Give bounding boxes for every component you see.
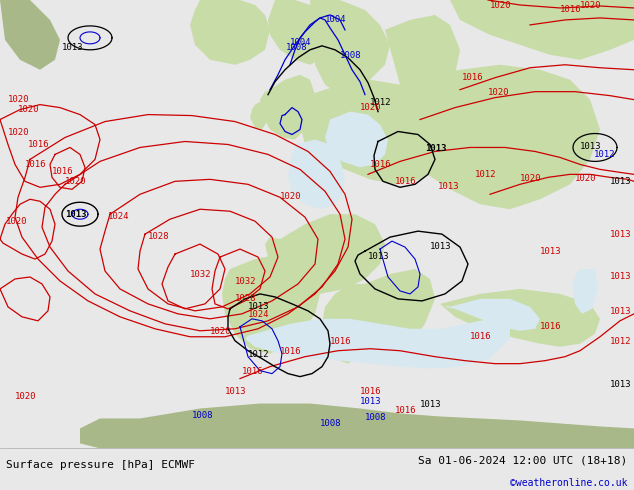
Text: 1020: 1020 [580,1,602,10]
Text: 1008: 1008 [192,412,214,420]
Polygon shape [325,112,388,168]
Text: 1013: 1013 [425,145,446,153]
Polygon shape [260,75,315,140]
Polygon shape [385,15,460,95]
Polygon shape [190,0,270,65]
Text: 1020: 1020 [360,102,382,112]
Polygon shape [265,214,385,294]
Text: 1013: 1013 [610,380,631,389]
Polygon shape [222,254,320,354]
Text: 1012: 1012 [248,350,269,359]
Polygon shape [268,0,335,65]
Text: 1016: 1016 [370,160,392,170]
Text: 1020: 1020 [490,1,512,10]
Polygon shape [288,140,345,209]
Text: 1028: 1028 [235,294,257,303]
Text: 1013: 1013 [540,247,562,256]
Text: 1020: 1020 [520,174,541,183]
Text: 1008: 1008 [320,419,342,428]
Text: 1024: 1024 [108,212,129,221]
Polygon shape [0,0,60,70]
Text: 1013: 1013 [62,43,84,52]
Text: 1020: 1020 [210,327,231,336]
Text: 1012: 1012 [594,150,616,159]
Text: 1013: 1013 [225,387,247,395]
Text: 1013: 1013 [610,177,631,186]
Text: 1013: 1013 [360,396,382,406]
Text: 1016: 1016 [28,141,49,149]
Text: 1016: 1016 [395,407,417,416]
Polygon shape [80,404,634,448]
Text: 1013: 1013 [610,307,631,316]
Text: 1013: 1013 [248,302,269,311]
Text: 1016: 1016 [280,347,302,356]
Text: 1004: 1004 [325,15,347,24]
Text: 1020: 1020 [65,177,86,186]
Text: 1008: 1008 [286,43,307,52]
Text: 1016: 1016 [25,160,46,170]
Polygon shape [300,80,460,184]
Text: 1016: 1016 [395,177,417,186]
Polygon shape [358,269,435,354]
Text: 1008: 1008 [365,414,387,422]
Text: 1013: 1013 [438,182,460,191]
Text: 1020: 1020 [280,192,302,201]
Text: Sa 01-06-2024 12:00 UTC (18+18): Sa 01-06-2024 12:00 UTC (18+18) [418,456,628,466]
Text: 1008: 1008 [340,51,361,60]
Polygon shape [572,269,598,314]
Text: 1032: 1032 [235,277,257,286]
Text: 1013: 1013 [610,272,631,281]
Text: 1016: 1016 [360,387,382,395]
Text: 1013: 1013 [420,399,441,409]
Text: Surface pressure [hPa] ECMWF: Surface pressure [hPa] ECMWF [6,460,195,470]
Text: 1013: 1013 [580,143,602,151]
Text: 1016: 1016 [330,337,351,346]
Text: 1032: 1032 [190,270,212,279]
Text: 1013: 1013 [610,230,631,239]
Polygon shape [245,319,510,368]
Text: 1016: 1016 [462,73,484,82]
Text: 1020: 1020 [575,174,597,183]
Polygon shape [310,0,390,95]
Text: 1004: 1004 [290,38,311,47]
Text: 1020: 1020 [488,88,510,97]
Text: 1016: 1016 [470,332,491,341]
Text: 1020: 1020 [6,217,27,226]
Text: 1016: 1016 [242,367,264,376]
Polygon shape [450,0,634,60]
Text: 1013: 1013 [65,210,86,219]
Text: 1016: 1016 [560,5,581,14]
Text: 1016: 1016 [540,322,562,331]
Text: 1013: 1013 [368,252,389,261]
Text: 1016: 1016 [52,168,74,176]
Text: 1012: 1012 [370,98,392,107]
Text: 1020: 1020 [18,104,39,114]
Polygon shape [250,99,270,129]
Text: 1024: 1024 [248,310,269,319]
Text: ©weatheronline.co.uk: ©weatheronline.co.uk [510,477,628,488]
Text: 1028: 1028 [148,232,169,241]
Text: 1020: 1020 [8,127,30,137]
Text: 1020: 1020 [15,392,37,400]
Polygon shape [322,284,378,364]
Text: 1012: 1012 [475,171,496,179]
Polygon shape [380,65,600,209]
Text: 1020: 1020 [8,95,30,103]
Text: 1012: 1012 [610,337,631,346]
Text: 1013: 1013 [430,242,451,251]
Polygon shape [445,299,540,331]
Polygon shape [440,289,600,347]
